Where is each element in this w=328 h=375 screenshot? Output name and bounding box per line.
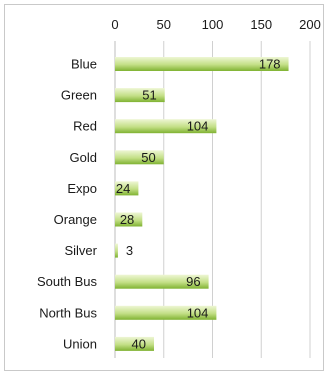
bar-expo [115,181,139,196]
bars [115,57,289,351]
category-label-north-bus: North Bus [39,305,97,320]
data-label-green: 51 [142,88,156,103]
bar-north-bus [115,305,217,320]
bar-orange [115,212,143,227]
bar-blue [115,57,289,71]
x-tick-label-50: 50 [157,17,171,32]
x-tick-label-0: 0 [111,17,118,32]
data-label-north-bus: 104 [187,305,209,320]
bar-red [115,119,217,134]
x-axis-ticks: 0 50 100 150 200 [111,17,320,32]
x-tick-label-100: 100 [202,17,224,32]
data-label-red: 104 [187,119,209,134]
category-label-green: Green [61,88,97,103]
category-labels: Blue Green Red Gold Expo Orange Silver South Bu… [37,57,98,352]
bar-green [115,88,165,103]
data-label-expo: 24 [116,181,130,196]
bar-gold [115,150,164,165]
data-label-orange: 28 [120,212,134,227]
data-label-union: 40 [132,336,146,351]
data-labels: 178 51 104 50 24 28 3 96 104 40 [116,57,281,352]
category-label-union: Union [63,336,97,351]
bar-union [115,336,154,351]
data-label-blue: 178 [259,57,281,72]
category-label-blue: Blue [71,57,97,72]
category-label-orange: Orange [54,212,97,227]
category-label-red: Red [73,119,97,134]
data-label-gold: 50 [141,150,155,165]
data-label-silver: 3 [126,243,133,258]
category-label-south-bus: South Bus [37,274,97,289]
bar-silver [115,243,118,258]
bar-south-bus [115,274,209,289]
category-label-silver: Silver [64,243,97,258]
data-label-south-bus: 96 [186,274,200,289]
x-tick-label-150: 150 [250,17,272,32]
category-label-gold: Gold [70,150,97,165]
x-tick-label-200: 200 [299,17,321,32]
category-label-expo: Expo [67,181,97,196]
